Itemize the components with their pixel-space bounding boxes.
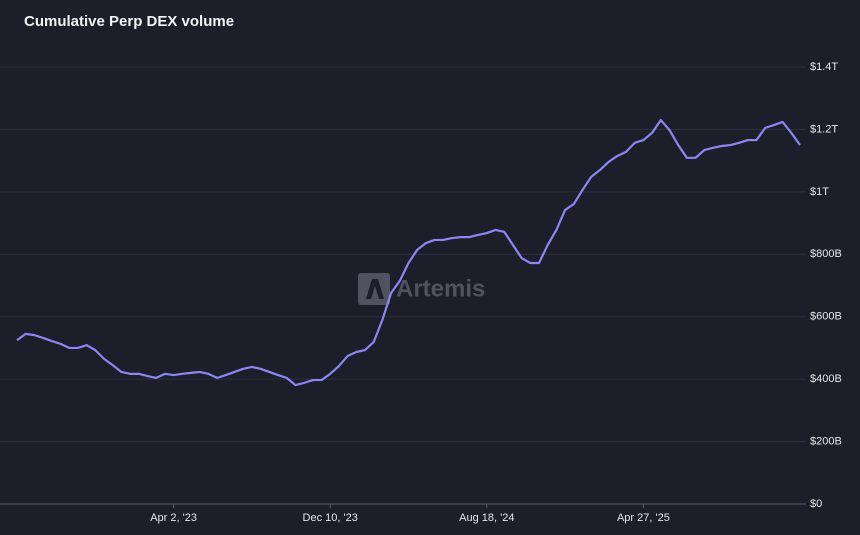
- y-tick-label: $400B: [810, 373, 842, 385]
- x-tick-label: Apr 27, '25: [617, 512, 670, 524]
- watermark: Artemis: [396, 275, 485, 302]
- y-tick-label: $1T: [810, 186, 829, 198]
- y-tick-label: $1.4T: [810, 61, 838, 73]
- y-tick-label: $200B: [810, 435, 842, 447]
- watermark-icon: [358, 273, 390, 305]
- x-tick-label: Apr 2, '23: [150, 512, 197, 524]
- y-tick-label: $600B: [810, 311, 842, 323]
- y-tick-label: $0: [810, 498, 822, 510]
- chart-title: Cumulative Perp DEX volume: [24, 13, 234, 30]
- x-tick-label: Dec 10, '23: [303, 512, 358, 524]
- x-tick-label: Aug 18, '24: [459, 512, 514, 524]
- series-line: [16, 118, 801, 387]
- y-tick-label: $1.2T: [810, 123, 838, 135]
- y-tick-label: $800B: [810, 248, 842, 260]
